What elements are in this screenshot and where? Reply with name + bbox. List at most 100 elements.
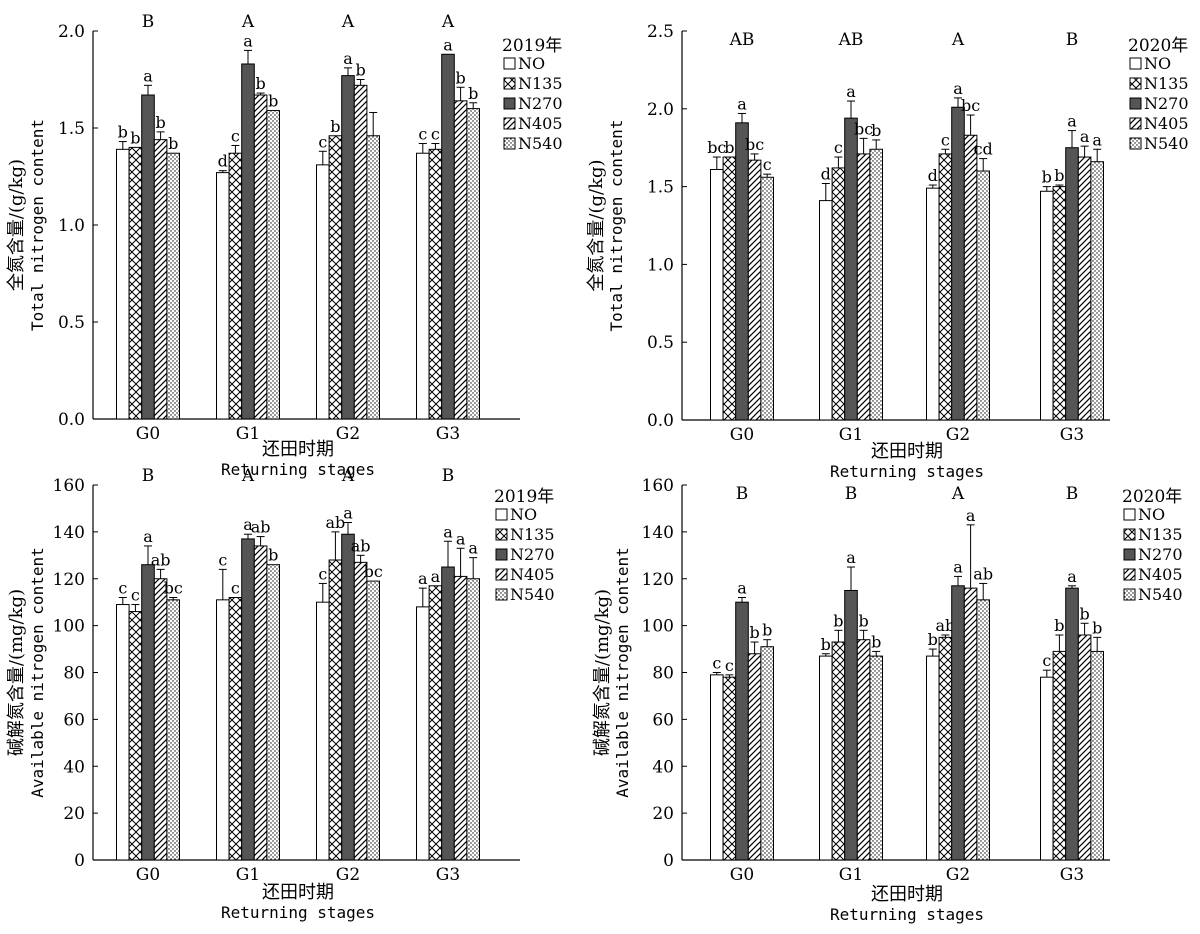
y-tick-label: 140 (642, 523, 674, 543)
bar-significance-letter: b (118, 123, 128, 142)
y-tick-label: 1.0 (58, 216, 85, 236)
bar-significance-letter: a (443, 522, 453, 541)
legend-title: 2020年 (1122, 487, 1182, 507)
bar-no-g2 (926, 187, 940, 421)
legend-swatch (1129, 137, 1142, 150)
legend-title: 2019年 (502, 36, 562, 56)
bar-n540-g1 (266, 110, 280, 420)
bar-significance-letter: b (749, 623, 759, 642)
bar-significance-letter: a (343, 49, 353, 68)
y-tick-label: 2.0 (647, 100, 674, 120)
y-tick-label: 60 (652, 710, 674, 730)
bar-n540-g2 (366, 135, 380, 420)
bar-n135-g3 (1052, 650, 1067, 861)
bar-significance-letter: a (456, 529, 466, 548)
bar-no-g3 (1040, 676, 1054, 861)
bar-no-g3 (416, 152, 430, 420)
y-tick-label: 140 (53, 523, 85, 543)
bar-significance-letter: b (762, 621, 772, 640)
legend-label: N270 (1138, 545, 1183, 564)
group-significance-letter: B (442, 466, 455, 486)
bar-significance-letter: b (168, 134, 178, 153)
bar-n405-g1 (856, 639, 871, 861)
bar-significance-letter: d (928, 166, 938, 185)
legend-swatch (1129, 117, 1142, 130)
bar-significance-letter: c (418, 125, 427, 144)
bar-n135-g1 (228, 152, 243, 420)
bar-n540-g3 (1090, 161, 1105, 421)
bar-significance-letter: c (1042, 651, 1051, 670)
bar-significance-letter: a (953, 79, 963, 98)
x-axis-label-en: Returning stages (830, 905, 984, 924)
legend-label: N540 (1138, 585, 1183, 604)
x-tick-label: G1 (236, 865, 260, 885)
bar-significance-letter: b (1079, 604, 1089, 623)
bar-significance-letter: d (821, 164, 831, 183)
legend-swatch (503, 137, 516, 150)
group-significance-letter: B (736, 484, 749, 504)
y-tick-label: 2.5 (647, 22, 674, 42)
bar-significance-letter: c (318, 132, 327, 151)
bar-n405-g2 (353, 84, 368, 420)
bar-no-g1 (216, 172, 230, 420)
bar-no-g0 (710, 674, 724, 861)
x-axis-label-en: Returning stages (830, 462, 984, 481)
legend-label: NO (1138, 505, 1165, 524)
bar-n135-g2 (328, 559, 343, 861)
bar-significance-letter: c (712, 654, 721, 673)
bar-significance-letter: c (431, 125, 440, 144)
bar-no-g3 (1040, 190, 1054, 421)
x-tick-label: G3 (1060, 865, 1084, 885)
group-significance-letter: B (142, 12, 155, 32)
bar-no-g2 (316, 601, 330, 861)
legend-swatch (1123, 528, 1136, 541)
bar-n135-g3 (428, 148, 443, 420)
legend-label: N270 (518, 94, 563, 113)
x-tick-label: G0 (136, 424, 160, 444)
bar-significance-letter: ab (936, 616, 956, 635)
y-tick-label: 2.0 (58, 22, 85, 42)
legend-label: N135 (518, 74, 563, 93)
group-significance-letter: A (341, 12, 355, 32)
y-tick-label: 100 (53, 617, 85, 637)
y-tick-label: 0.0 (647, 411, 674, 431)
bar-significance-letter: c (231, 126, 240, 145)
x-axis-label-cn: 还田时期 (871, 441, 943, 462)
bar-n135-g0 (128, 611, 143, 861)
x-tick-label: G0 (730, 425, 754, 445)
bar-n540-g1 (869, 148, 884, 421)
bar-n135-g0 (722, 156, 737, 421)
x-tick-label: G2 (946, 865, 970, 885)
bar-n270-g2 (951, 585, 965, 861)
bar-n270-g3 (1065, 587, 1079, 861)
x-tick-label: G0 (730, 865, 754, 885)
bar-n270-g2 (341, 533, 355, 861)
bar-n540-g2 (366, 580, 380, 861)
x-axis-label-cn: 还田时期 (262, 882, 334, 903)
bar-significance-letter: a (966, 506, 976, 525)
y-axis-label-en: Total nitrogen content (28, 119, 47, 331)
bar-significance-letter: ab (251, 518, 271, 537)
bar-significance-letter: b (130, 128, 140, 147)
bar-no-g0 (116, 604, 130, 861)
bar-significance-letter: b (724, 138, 734, 157)
bar-n540-g3 (466, 108, 480, 420)
bar-significance-letter: ab (326, 513, 346, 532)
bar-significance-letter: c (318, 564, 327, 583)
legend-swatch (503, 57, 516, 70)
bar-n405-g0 (747, 653, 762, 861)
bar-n270-g3 (441, 53, 455, 420)
bar-significance-letter: a (1067, 567, 1077, 586)
legend-label: N540 (518, 134, 563, 153)
x-axis-label-en: Returning stages (221, 903, 375, 922)
y-tick-label: 1.5 (647, 178, 674, 198)
bar-no-g2 (316, 164, 330, 420)
bar-significance-letter: b (1092, 618, 1102, 637)
bar-significance-letter: b (928, 630, 938, 649)
legend-label: NO (1144, 54, 1171, 73)
bar-significance-letter: b (468, 84, 478, 103)
bar-significance-letter: b (268, 546, 278, 565)
legend-label: N135 (510, 525, 555, 544)
